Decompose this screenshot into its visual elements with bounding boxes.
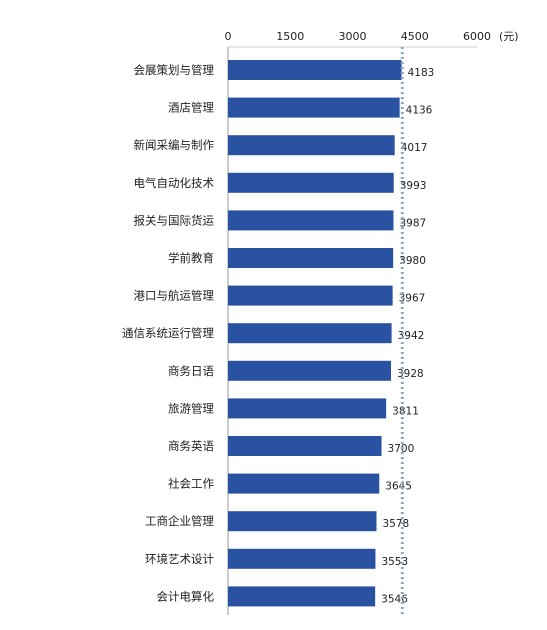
bar <box>228 60 402 80</box>
category-label: 商务日语 <box>168 364 214 378</box>
data-label: 3546 <box>381 593 408 605</box>
x-tick-label: 4500 <box>401 30 429 43</box>
data-label: 3928 <box>397 368 424 380</box>
data-label: 4183 <box>408 67 435 79</box>
category-label: 旅游管理 <box>168 401 214 415</box>
bar <box>228 360 392 381</box>
data-label: 3553 <box>381 556 408 568</box>
bar <box>228 285 393 306</box>
bar <box>228 135 395 156</box>
data-label: 3987 <box>399 217 426 229</box>
bar <box>228 436 382 456</box>
unit-label: (元) <box>499 30 519 43</box>
category-label: 通信系统运行管理 <box>122 326 214 340</box>
x-tick-label: 0 <box>225 30 232 43</box>
category-label: 会展策划与管理 <box>134 63 215 77</box>
bar <box>228 586 376 607</box>
bar <box>228 248 394 268</box>
bar <box>228 97 400 118</box>
category-label: 工商企业管理 <box>145 514 214 528</box>
data-label: 3942 <box>398 330 425 342</box>
category-label: 酒店管理 <box>168 101 214 115</box>
category-label: 新闻采编与制作 <box>134 138 215 152</box>
category-label: 商务英语 <box>168 439 214 453</box>
data-label: 3811 <box>392 405 419 417</box>
bar <box>228 323 392 344</box>
category-label: 港口与航运管理 <box>134 289 215 303</box>
data-label: 3993 <box>400 180 427 192</box>
data-label: 3980 <box>399 255 426 267</box>
bar <box>228 548 376 569</box>
category-label: 会计电算化 <box>157 589 215 603</box>
data-label: 3645 <box>385 481 412 493</box>
bar <box>228 210 394 231</box>
data-label: 3578 <box>382 518 409 530</box>
bar <box>228 172 394 193</box>
category-label: 社会工作 <box>168 477 214 491</box>
bar <box>228 398 387 419</box>
bar <box>228 473 380 494</box>
x-tick-label: 3000 <box>339 30 367 43</box>
category-label: 学前教育 <box>168 251 214 265</box>
x-tick-label: 1500 <box>276 30 304 43</box>
data-label: 4136 <box>406 105 433 117</box>
x-tick-label: 6000 <box>463 30 491 43</box>
category-label: 电气自动化技术 <box>134 176 215 190</box>
category-label: 环境艺术设计 <box>145 552 214 566</box>
bar <box>228 511 377 532</box>
data-label: 4017 <box>401 142 428 154</box>
data-label: 3967 <box>399 293 426 305</box>
category-label: 报关与国际货运 <box>134 213 215 227</box>
